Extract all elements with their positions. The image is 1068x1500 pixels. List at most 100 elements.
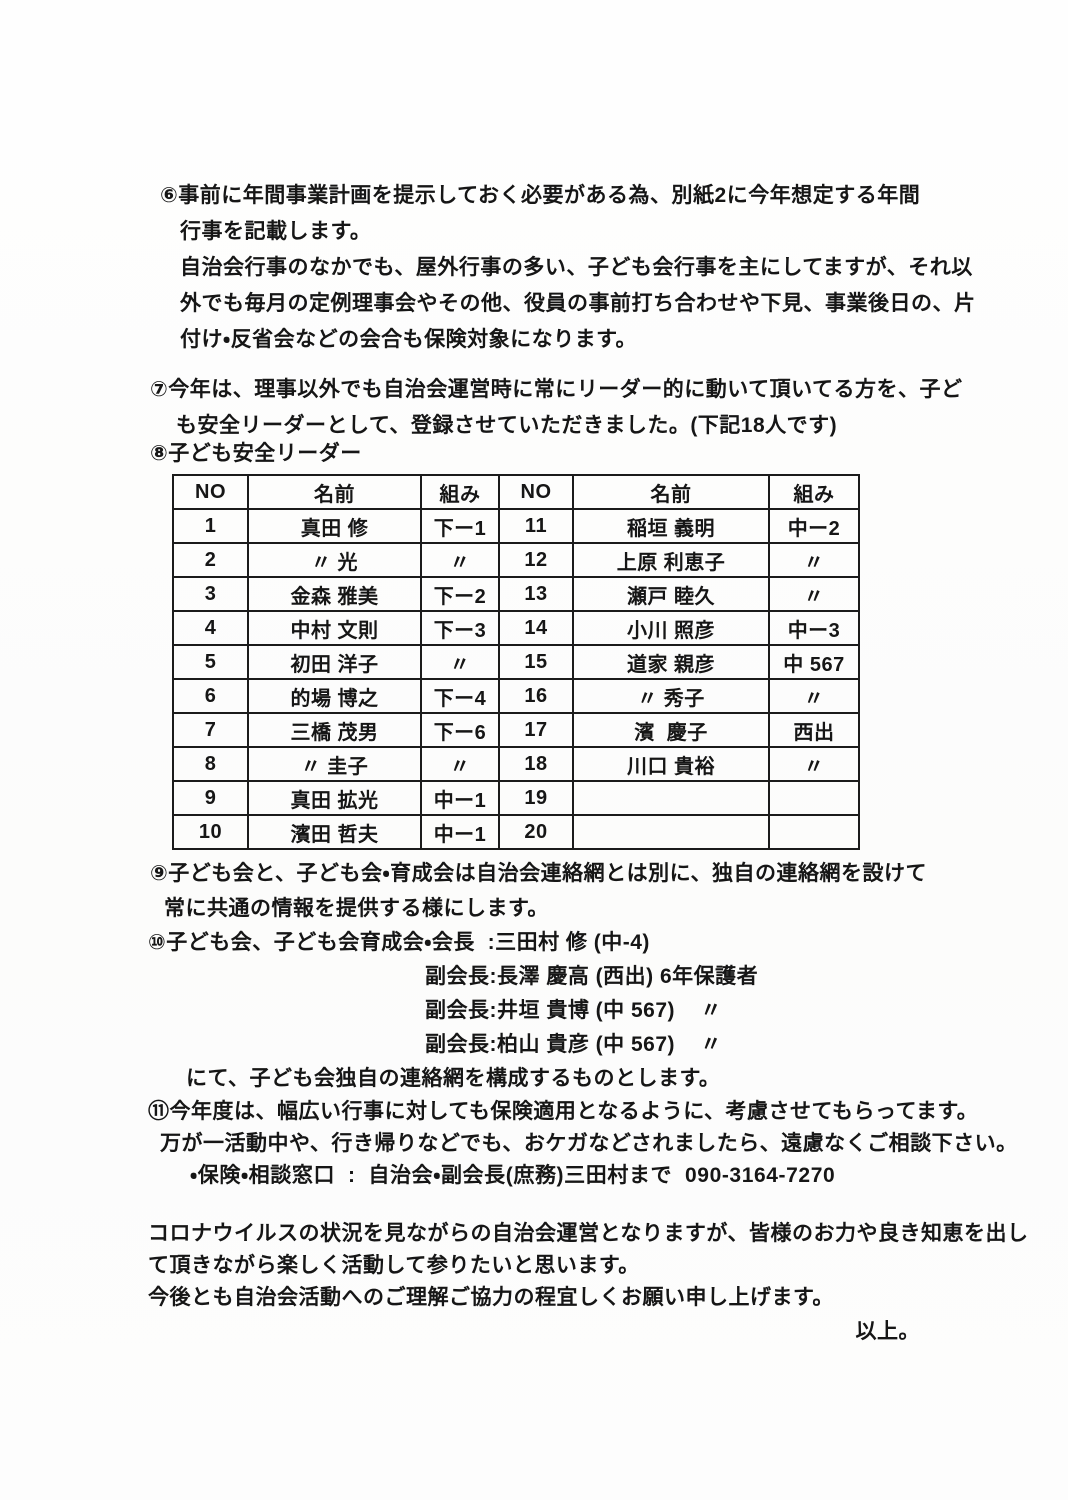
section-11-insurance: ⑪今年度は、幅広い行事に対しても保険適用となるように、考慮させてもらってます。 … <box>148 1096 1018 1192</box>
section-8-safety-leaders: ⑧子ども安全リーダー NO 名前 組み NO 名前 組み 1 真田 <box>148 440 948 850</box>
table-cell <box>572 780 770 816</box>
table-row: 1 真田 修下ー1 11 稲垣 義明 中ー2 <box>172 508 860 544</box>
table-cell: 〃 <box>420 542 500 578</box>
table-cell: 西出 <box>768 712 860 748</box>
table-cell: 上原 利恵子 <box>572 542 770 578</box>
insurance-contact-line: ・保険・相談窓口 : 自治会・副会長(庶務)三田村まで 090-3164-727… <box>190 1164 836 1187</box>
table-cell: 7 <box>172 712 249 748</box>
document-content: ⑥事前に年間事業計画を提示しておく必要がある為、別紙2に今年想定する年間 行事を… <box>148 178 1028 1348</box>
closing-line: 今後とも自治会活動へのご理解ご協力の程宜しくお願い申し上げます。 <box>148 1286 834 1309</box>
table-cell: 川口 貴裕 <box>572 746 770 782</box>
section-6-line: 自治会行事のなかでも、屋外行事の多い、子ども会行事を主にしてますが、それ以 <box>180 256 973 279</box>
table-row: 7 三橋 茂男 下ー6 17 濱 慶子 西出 <box>172 712 860 748</box>
table-cell: 17 <box>498 712 574 748</box>
table-cell <box>768 814 860 850</box>
table-cell: 下ー6 <box>420 712 500 748</box>
section-6-line: 付け・反省会などの会合も保険対象になります。 <box>180 328 638 351</box>
table-cell: 〃 <box>768 678 860 714</box>
table-cell: 濱 慶子 <box>572 712 770 748</box>
table-cell: 道家 親彦 <box>572 644 770 680</box>
table-row: 3 金森 雅美 下ー2 13 瀬戸 睦久〃 <box>172 576 860 612</box>
chair-line: ⑩子ども会、子ども会育成会・会長 :三田村 修 (中-4) <box>148 931 650 954</box>
table-cell: 19 <box>498 780 574 816</box>
table-cell: 18 <box>498 746 574 782</box>
table-cell: 9 <box>172 780 249 816</box>
table-cell: 的場 博之 <box>247 678 422 714</box>
table-cell: 瀬戸 睦久 <box>572 576 770 612</box>
section-9-line: ⑨子ども会と、子ども会・育成会は自治会連絡網とは別に、独自の連絡網を設けて <box>150 862 927 885</box>
table-cell: 1 <box>172 508 249 544</box>
table-cell: 中ー2 <box>768 508 860 544</box>
table-row: 6 的場 博之 下ー4 16 〃 秀子〃 <box>172 678 860 714</box>
table-cell: 小川 照彦 <box>572 610 770 646</box>
table-row: 9 真田 拡光 中ー1 19 <box>172 780 860 816</box>
column-header-no: NO <box>498 474 574 510</box>
table-cell: 下ー3 <box>420 610 500 646</box>
table-cell: 金森 雅美 <box>247 576 422 612</box>
table-cell: 4 <box>172 610 249 646</box>
table-cell: 16 <box>498 678 574 714</box>
table-cell: 6 <box>172 678 249 714</box>
table-cell: 10 <box>172 814 249 850</box>
table-cell: 真田 修 <box>247 508 422 544</box>
table-cell: 中ー1 <box>420 814 500 850</box>
table-cell <box>572 814 770 850</box>
table-cell: 15 <box>498 644 574 680</box>
table-cell: 下ー1 <box>420 508 500 544</box>
section-10-officers: ⑩子ども会、子ども会育成会・会長 :三田村 修 (中-4) 副会長:長澤 慶高 … <box>148 926 948 1096</box>
section-6-annual-plan: ⑥事前に年間事業計画を提示しておく必要がある為、別紙2に今年想定する年間 行事を… <box>148 178 975 358</box>
column-header-name: 名前 <box>247 474 422 510</box>
section-11-line: 万が一活動中や、行き帰りなどでも、おケガなどされましたら、遠慮なくご相談下さい。 <box>160 1132 1018 1155</box>
sign-off: 以上。 <box>855 1320 920 1343</box>
table-row: 10 濱田 哲夫 中ー1 20 <box>172 814 860 850</box>
vice-chair-line: 副会長:柏山 貴彦 (中 567) 〃 <box>425 1033 722 1056</box>
table-row: 2 〃 光〃 12 上原 利恵子〃 <box>172 542 860 578</box>
table-cell: 〃 <box>420 644 500 680</box>
column-header-group: 組み <box>420 474 500 510</box>
table-row: 5 初田 洋子〃 15 道家 親彦中 567 <box>172 644 860 680</box>
table-cell: 20 <box>498 814 574 850</box>
closing-line: て頂きながら楽しく活動して参りたいと思います。 <box>148 1254 640 1277</box>
column-header-group: 組み <box>768 474 860 510</box>
table-cell <box>768 780 860 816</box>
table-cell: 11 <box>498 508 574 544</box>
table-cell: 濱田 哲夫 <box>247 814 422 850</box>
section-10-closing: にて、子ども会独自の連絡網を構成するものとします。 <box>186 1067 721 1090</box>
column-header-no: NO <box>172 474 249 510</box>
table-cell: 13 <box>498 576 574 612</box>
table-header-row: NO 名前 組み NO 名前 組み <box>172 474 860 510</box>
section-7-line: ⑦今年は、理事以外でも自治会運営時に常にリーダー的に動いて頂いてる方を、子ど <box>150 378 963 401</box>
table-cell: 〃 圭子 <box>247 746 422 782</box>
section-11-line: ⑪今年度は、幅広い行事に対しても保険適用となるように、考慮させてもらってます。 <box>148 1100 979 1123</box>
leaders-table: NO 名前 組み NO 名前 組み 1 真田 修下ー1 11 稲垣 義明 中ー2 2 〃 光… <box>172 474 860 850</box>
table-cell: 3 <box>172 576 249 612</box>
table-cell: 〃 秀子 <box>572 678 770 714</box>
table-cell: 稲垣 義明 <box>572 508 770 544</box>
table-cell: 中ー1 <box>420 780 500 816</box>
table-row: 8 〃 圭子〃 18 川口 貴裕〃 <box>172 746 860 782</box>
table-cell: 真田 拡光 <box>247 780 422 816</box>
section-9-line: 常に共通の情報を提供する様にします。 <box>164 897 549 920</box>
table-cell: 8 <box>172 746 249 782</box>
section-7-safety-leaders-intro: ⑦今年は、理事以外でも自治会運営時に常にリーダー的に動いて頂いてる方を、子ど も… <box>148 372 963 444</box>
section-6-line: ⑥事前に年間事業計画を提示しておく必要がある為、別紙2に今年想定する年間 <box>160 184 921 207</box>
leaders-table-head: NO 名前 組み NO 名前 組み <box>172 474 860 510</box>
table-cell: 〃 <box>420 746 500 782</box>
section-8-heading: ⑧子ども安全リーダー <box>150 442 362 465</box>
table-cell: 〃 <box>768 576 860 612</box>
table-cell: 〃 <box>768 746 860 782</box>
table-cell: 初田 洋子 <box>247 644 422 680</box>
section-9-contact-network: ⑨子ども会と、子ども会・育成会は自治会連絡網とは別に、独自の連絡網を設けて 常に… <box>148 856 948 926</box>
vice-chair-line: 副会長:長澤 慶高 (西出) 6年保護者 <box>425 965 759 988</box>
table-cell: 〃 <box>768 542 860 578</box>
table-cell: 14 <box>498 610 574 646</box>
table-cell: 下ー2 <box>420 576 500 612</box>
table-cell: 三橋 茂男 <box>247 712 422 748</box>
column-header-name: 名前 <box>572 474 770 510</box>
table-row: 4 中村 文則 下ー3 14 小川 照彦 中ー3 <box>172 610 860 646</box>
table-cell: 12 <box>498 542 574 578</box>
section-6-line: 行事を記載します。 <box>180 220 372 243</box>
table-cell: 中ー3 <box>768 610 860 646</box>
leaders-table-body: 1 真田 修下ー1 11 稲垣 義明 中ー2 2 〃 光〃 12 上原 利恵子〃 3 金森 雅美 下ー… <box>172 508 860 850</box>
